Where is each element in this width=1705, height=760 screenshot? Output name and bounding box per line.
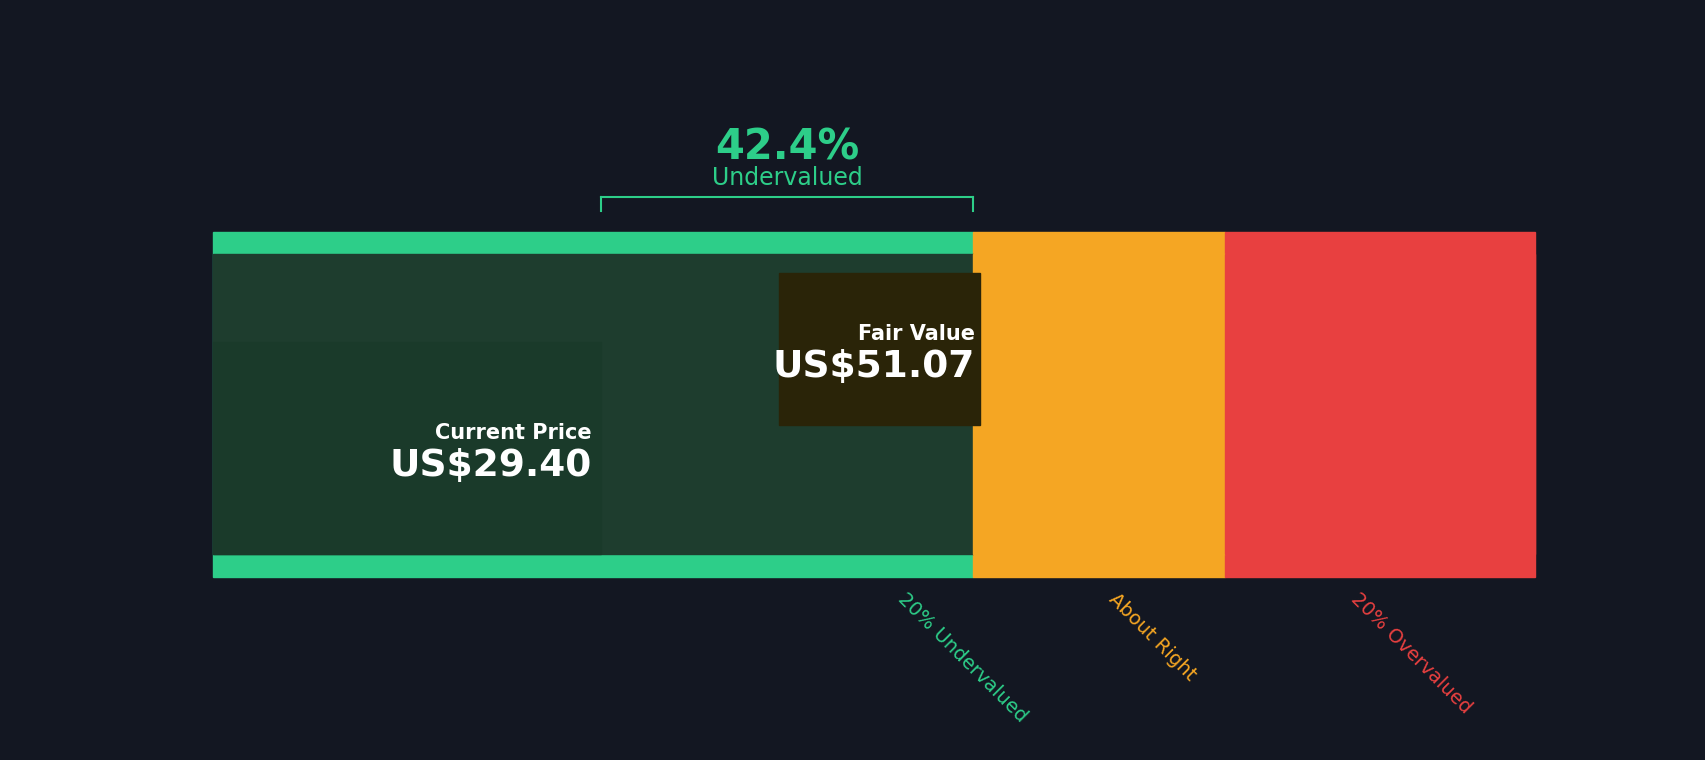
Text: 42.4%: 42.4%: [714, 126, 859, 169]
Bar: [213, 232, 974, 577]
Bar: [974, 254, 1224, 555]
Bar: [213, 342, 600, 555]
Text: Fair Value: Fair Value: [858, 324, 974, 344]
Bar: [1224, 232, 1534, 577]
Text: US$51.07: US$51.07: [772, 349, 974, 385]
Bar: [1224, 254, 1534, 555]
Text: About Right: About Right: [1105, 590, 1200, 685]
Bar: [779, 273, 979, 425]
Text: Undervalued: Undervalued: [711, 166, 863, 189]
Text: Current Price: Current Price: [435, 423, 592, 443]
Text: 20% Undervalued: 20% Undervalued: [893, 590, 1030, 727]
Text: 20% Overvalued: 20% Overvalued: [1347, 590, 1475, 717]
Bar: [974, 232, 1224, 577]
Text: US$29.40: US$29.40: [389, 448, 592, 484]
Bar: [213, 254, 974, 555]
